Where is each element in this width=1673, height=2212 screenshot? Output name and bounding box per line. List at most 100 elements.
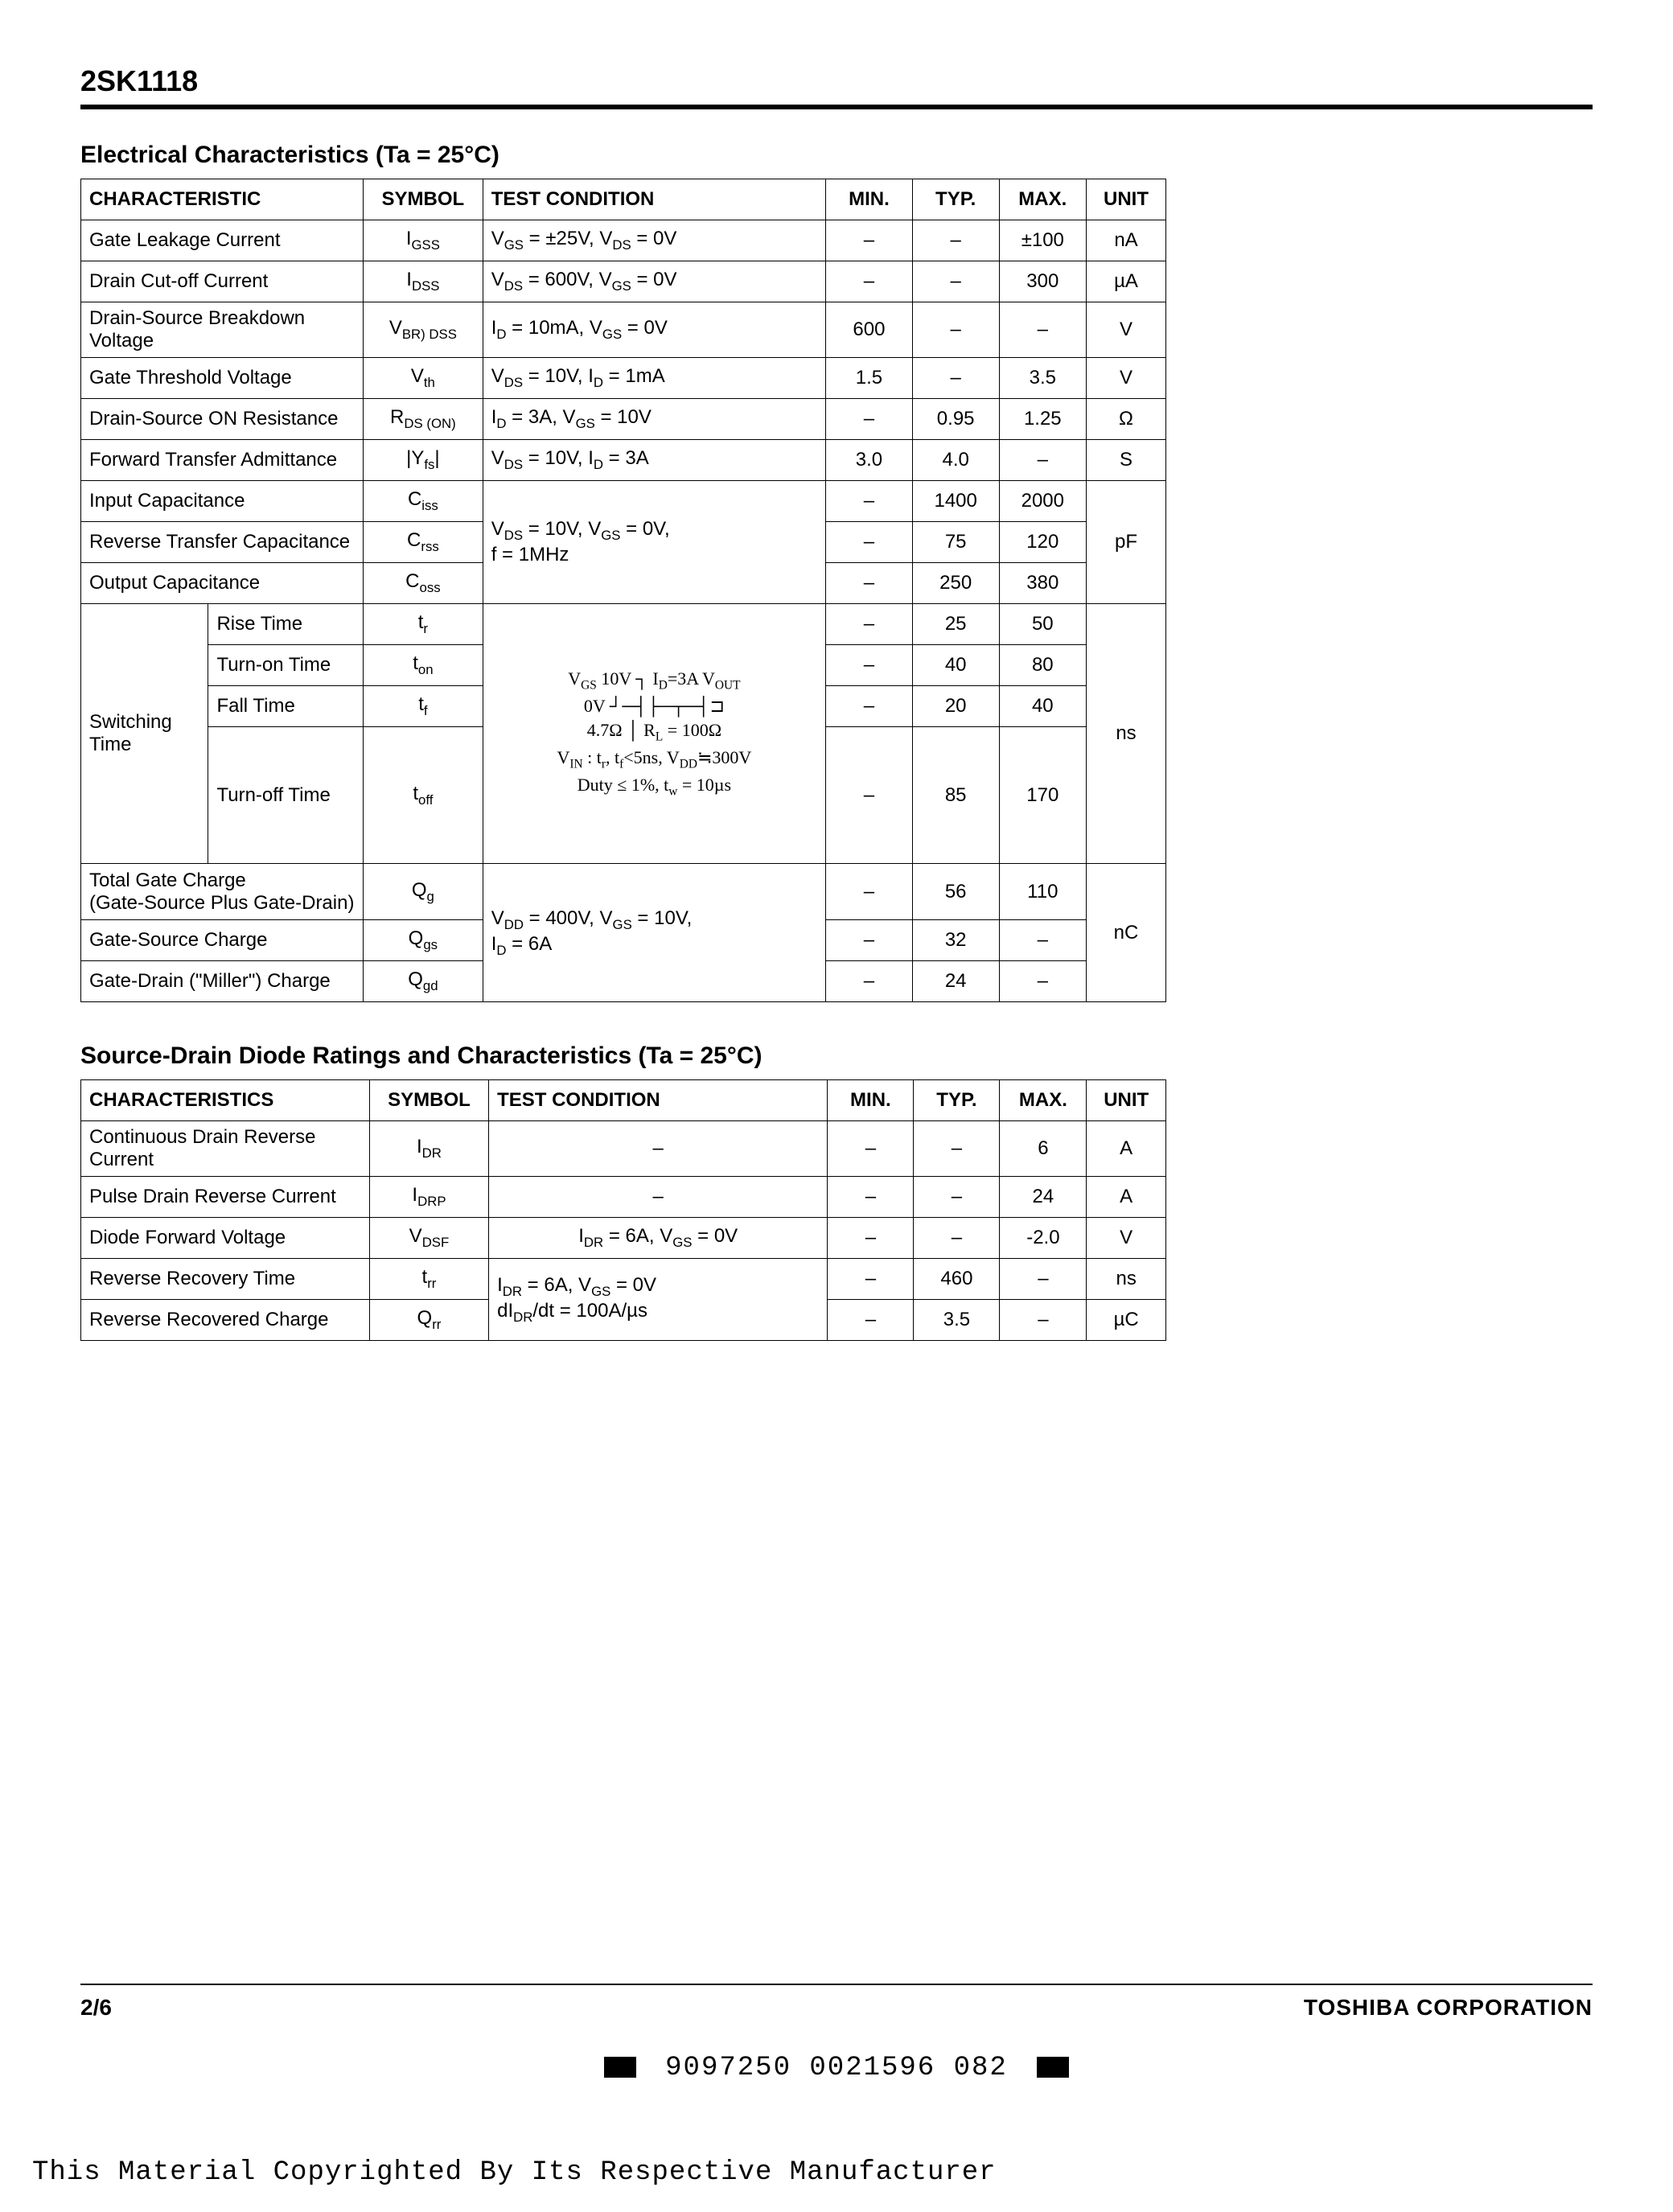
char-cell: Reverse Recovery Time <box>81 1259 370 1300</box>
test-cell: VDS = 600V, VGS = 0V <box>483 261 825 302</box>
test-cell: ID = 10mA, VGS = 0V <box>483 302 825 358</box>
min-cell: – <box>826 864 913 920</box>
col-symbol: SYMBOL <box>364 179 483 220</box>
min-cell: – <box>826 727 913 864</box>
char-cell: Fall Time <box>208 686 364 727</box>
typ-cell: – <box>914 1218 1000 1259</box>
char-cell: Output Capacitance <box>81 563 364 604</box>
min-cell: – <box>828 1300 914 1341</box>
unit-cell: V <box>1087 302 1166 358</box>
char-cell: Total Gate Charge(Gate-Source Plus Gate-… <box>81 864 364 920</box>
col-max: MAX. <box>999 179 1086 220</box>
char-cell: Reverse Recovered Charge <box>81 1300 370 1341</box>
max-cell: 24 <box>1000 1177 1087 1218</box>
symbol-cell: VDSF <box>369 1218 488 1259</box>
symbol-cell: toff <box>364 727 483 864</box>
symbol-cell: Vth <box>364 358 483 399</box>
max-cell: 170 <box>999 727 1086 864</box>
char-cell: Turn-on Time <box>208 645 364 686</box>
max-cell: 300 <box>999 261 1086 302</box>
symbol-cell: trr <box>369 1259 488 1300</box>
unit-cell: ns <box>1087 1259 1166 1300</box>
unit-cell: nA <box>1087 220 1166 261</box>
corporation-name: TOSHIBA CORPORATION <box>1304 1995 1593 2021</box>
col-min: MIN. <box>826 179 913 220</box>
section2-title: Source-Drain Diode Ratings and Character… <box>80 1042 1593 1070</box>
char-cell: Gate Leakage Current <box>81 220 364 261</box>
typ-cell: 4.0 <box>912 440 999 481</box>
char-cell: Input Capacitance <box>81 481 364 522</box>
symbol-cell: IDRP <box>369 1177 488 1218</box>
col-typ: TYP. <box>914 1080 1000 1121</box>
max-cell: – <box>999 302 1086 358</box>
max-cell: – <box>999 920 1086 961</box>
test-cell: IDR = 6A, VGS = 0V <box>489 1218 828 1259</box>
min-cell: 3.0 <box>826 440 913 481</box>
barcode-block-icon <box>1037 2057 1069 2078</box>
min-cell: – <box>826 604 913 645</box>
symbol-cell: Coss <box>364 563 483 604</box>
typ-cell: 250 <box>912 563 999 604</box>
barcode-line: 9097250 0021596 082 <box>80 2053 1593 2083</box>
max-cell: 3.5 <box>999 358 1086 399</box>
char-cell: Gate-Source Charge <box>81 920 364 961</box>
test-cell: VGS = ±25V, VDS = 0V <box>483 220 825 261</box>
char-cell: Rise Time <box>208 604 364 645</box>
footer-rule <box>80 1984 1593 1985</box>
typ-cell: – <box>912 220 999 261</box>
char-cell: Turn-off Time <box>208 727 364 864</box>
table-row: Switching TimeRise TimetrVGS 10V ┐ ID=3A… <box>81 604 1166 645</box>
char-cell: Forward Transfer Admittance <box>81 440 364 481</box>
symbol-cell: |Yfs| <box>364 440 483 481</box>
char-cell: Drain-Source ON Resistance <box>81 399 364 440</box>
unit-cell: S <box>1087 440 1166 481</box>
max-cell: – <box>999 440 1086 481</box>
test-cell: ID = 3A, VGS = 10V <box>483 399 825 440</box>
table-row: Drain-Source Breakdown VoltageVBR) DSSID… <box>81 302 1166 358</box>
unit-cell: pF <box>1087 481 1166 604</box>
symbol-cell: IGSS <box>364 220 483 261</box>
test-cell: – <box>489 1177 828 1218</box>
typ-cell: 460 <box>914 1259 1000 1300</box>
table-row: Drain-Source ON ResistanceRDS (ON)ID = 3… <box>81 399 1166 440</box>
table-row: Continuous Drain Reverse CurrentIDR–––6A <box>81 1121 1166 1177</box>
typ-cell: 75 <box>912 522 999 563</box>
symbol-cell: IDR <box>369 1121 488 1177</box>
char-cell: Drain Cut-off Current <box>81 261 364 302</box>
typ-cell: 1400 <box>912 481 999 522</box>
symbol-cell: RDS (ON) <box>364 399 483 440</box>
max-cell: – <box>999 961 1086 1002</box>
min-cell: – <box>826 399 913 440</box>
table-row: Total Gate Charge(Gate-Source Plus Gate-… <box>81 864 1166 920</box>
section1-title: Electrical Characteristics (Ta = 25°C) <box>80 142 1593 169</box>
max-cell: 80 <box>999 645 1086 686</box>
min-cell: – <box>828 1177 914 1218</box>
typ-cell: – <box>912 261 999 302</box>
table-row: Diode Forward VoltageVDSFIDR = 6A, VGS =… <box>81 1218 1166 1259</box>
typ-cell: 24 <box>912 961 999 1002</box>
typ-cell: – <box>914 1121 1000 1177</box>
table-row: Forward Transfer Admittance|Yfs|VDS = 10… <box>81 440 1166 481</box>
test-cell: VDS = 10V, ID = 3A <box>483 440 825 481</box>
unit-cell: V <box>1087 358 1166 399</box>
page-footer: 2/6 TOSHIBA CORPORATION 9097250 0021596 … <box>80 1984 1593 2083</box>
unit-cell: V <box>1087 1218 1166 1259</box>
barcode-block-icon <box>604 2057 636 2078</box>
unit-cell: µA <box>1087 261 1166 302</box>
col-typ: TYP. <box>912 179 999 220</box>
min-cell: – <box>828 1259 914 1300</box>
max-cell: 2000 <box>999 481 1086 522</box>
max-cell: 120 <box>999 522 1086 563</box>
table-row: Drain Cut-off CurrentIDSSVDS = 600V, VGS… <box>81 261 1166 302</box>
max-cell: – <box>1000 1259 1087 1300</box>
col-unit: UNIT <box>1087 1080 1166 1121</box>
col-test: TEST CONDITION <box>489 1080 828 1121</box>
page-number: 2/6 <box>80 1995 112 2021</box>
max-cell: ±100 <box>999 220 1086 261</box>
table-row: Gate Leakage CurrentIGSSVGS = ±25V, VDS … <box>81 220 1166 261</box>
char-cell: Reverse Transfer Capacitance <box>81 522 364 563</box>
min-cell: – <box>826 563 913 604</box>
col-unit: UNIT <box>1087 179 1166 220</box>
symbol-cell: VBR) DSS <box>364 302 483 358</box>
min-cell: 1.5 <box>826 358 913 399</box>
